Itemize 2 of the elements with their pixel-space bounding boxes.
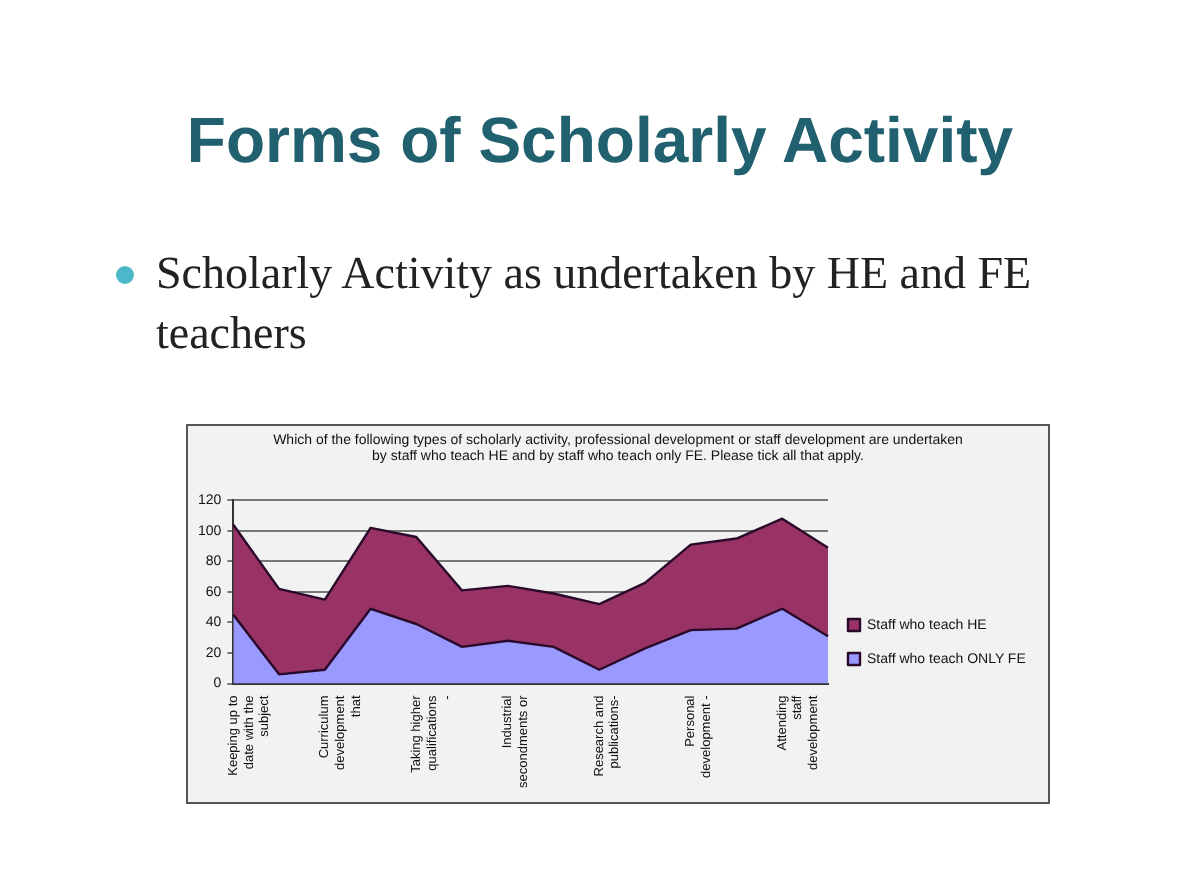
chart-subtitle: Scholarly Activity as undertaken by HE and FE teachers: [156, 246, 1034, 362]
chart-title: Forms of Scholarly Activity: [184, 104, 1016, 178]
